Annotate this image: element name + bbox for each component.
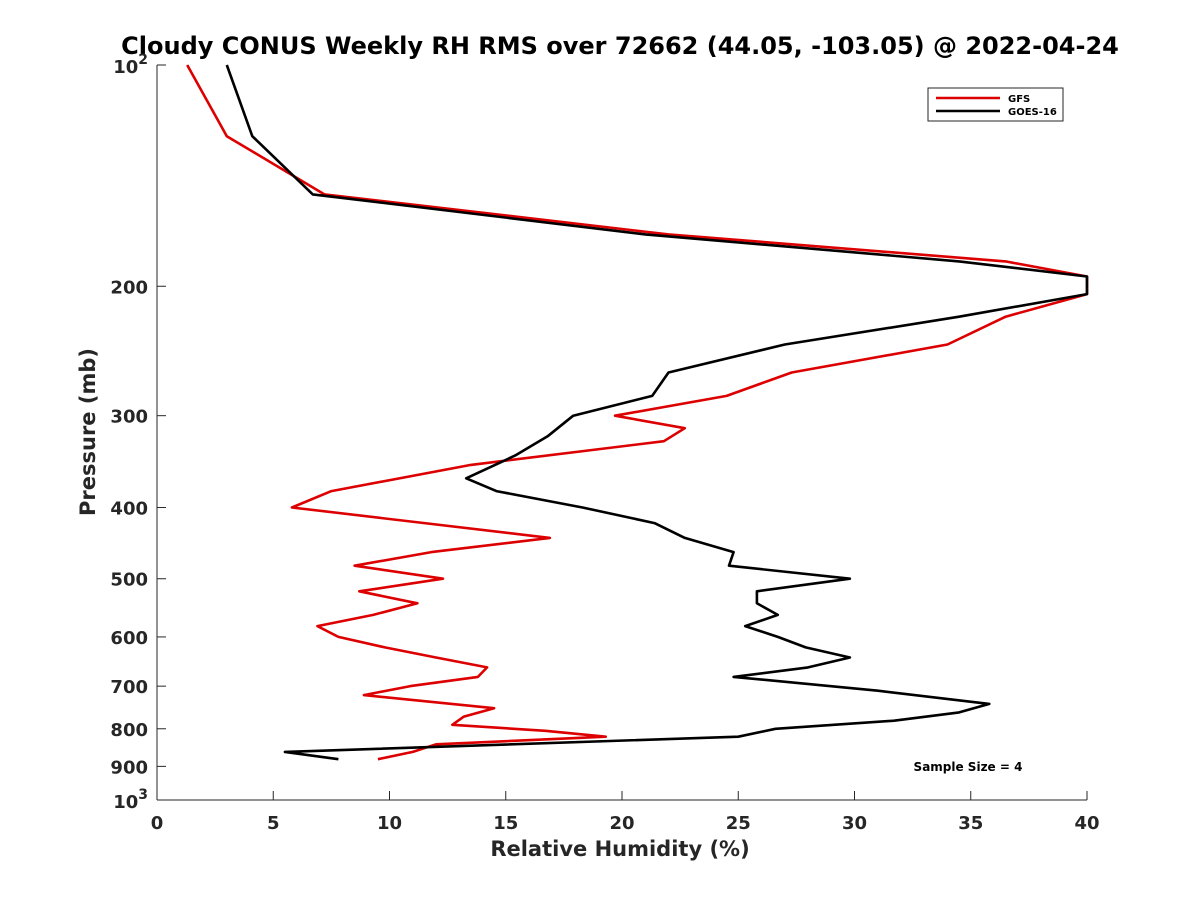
chart-title: Cloudy CONUS Weekly RH RMS over 72662 (4… [121, 32, 1119, 60]
x-tick-label: 30 [842, 813, 867, 834]
x-tick-label: 5 [267, 813, 280, 834]
sample-size-annotation: Sample Size = 4 [914, 760, 1023, 774]
legend-label: GFS [1008, 94, 1030, 105]
x-axis-label: Relative Humidity (%) [490, 837, 749, 861]
legend: GFS GOES-16 [927, 87, 1064, 122]
y-tick-label: 700 [110, 677, 148, 698]
x-tick-label: 10 [377, 813, 402, 834]
x-tick-label: 25 [726, 813, 751, 834]
y-axis-label: Pressure (mb) [76, 348, 100, 516]
legend-box [927, 87, 1064, 122]
x-tick-label: 35 [958, 813, 983, 834]
legend-label: GOES-16 [1008, 107, 1057, 118]
y-tick-label: 300 [110, 407, 148, 428]
series-line-gfs [186, 64, 1089, 761]
y-axis: 102 200 300 400 500 600 700 800 900 103 [110, 52, 166, 813]
y-tick-label: 500 [110, 570, 148, 591]
series-line-goes-16 [225, 64, 1089, 761]
series-layer [186, 64, 1089, 761]
plot-frame [156, 65, 1087, 801]
y-tick-label: 103 [113, 787, 148, 813]
y-tick-label: 400 [110, 499, 148, 520]
y-tick-label: 800 [110, 720, 148, 741]
y-tick-label: 102 [113, 52, 148, 78]
y-tick-label: 900 [110, 757, 148, 778]
x-axis: 0 5 10 15 20 25 30 35 40 [151, 791, 1100, 834]
x-tick-label: 15 [493, 813, 518, 834]
y-tick-label: 600 [110, 628, 148, 649]
x-tick-label: 0 [151, 813, 164, 834]
y-tick-label: 200 [110, 277, 148, 298]
x-tick-label: 20 [609, 813, 634, 834]
x-tick-label: 40 [1074, 813, 1099, 834]
